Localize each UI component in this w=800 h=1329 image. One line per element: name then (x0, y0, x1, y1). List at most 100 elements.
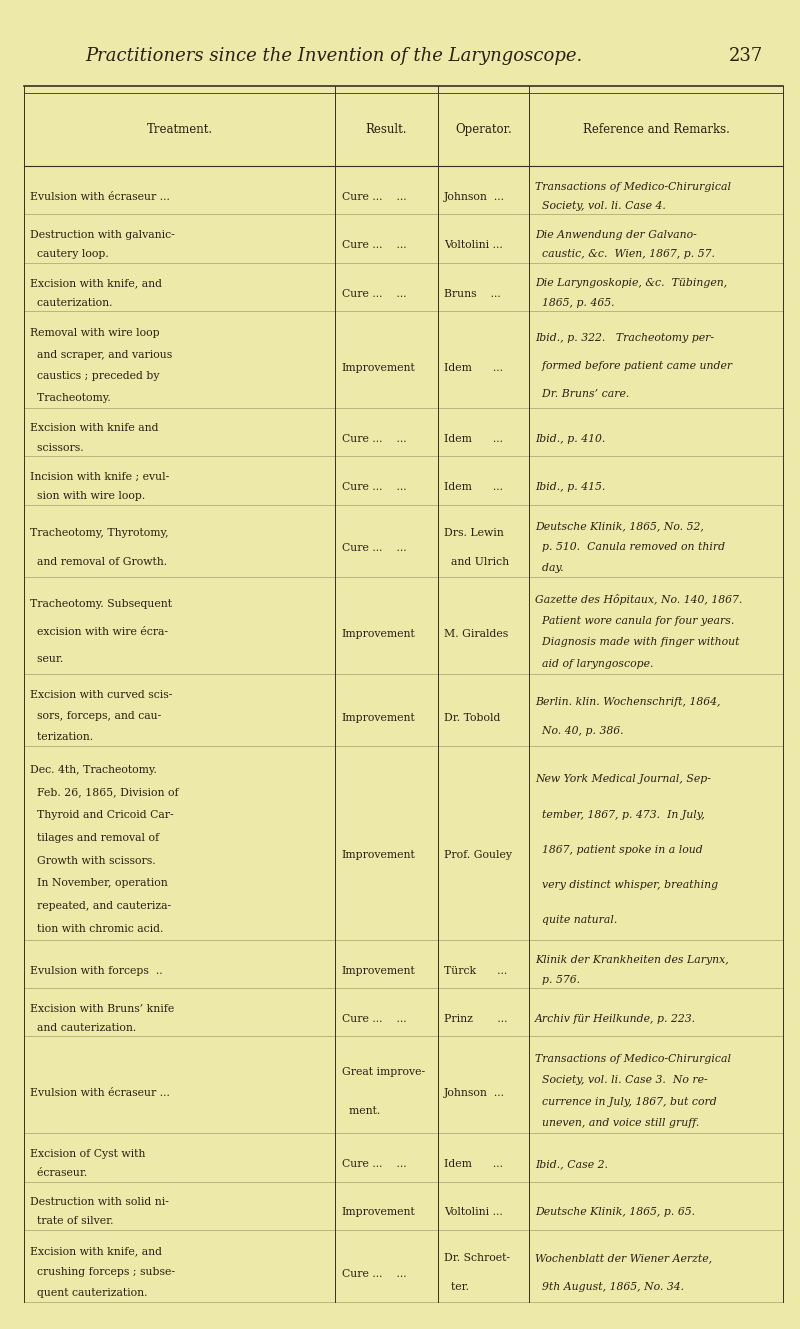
Text: Johnson  ...: Johnson ... (444, 1088, 505, 1098)
Text: Excision with Bruns’ knife: Excision with Bruns’ knife (30, 1003, 174, 1014)
Text: Destruction with solid ni-: Destruction with solid ni- (30, 1197, 169, 1207)
Text: Destruction with galvanic-: Destruction with galvanic- (30, 230, 175, 241)
Text: Die Anwendung der Galvano-: Die Anwendung der Galvano- (535, 230, 697, 241)
Text: No. 40, p. 386.: No. 40, p. 386. (535, 726, 624, 736)
Text: Removal with wire loop: Removal with wire loop (30, 328, 160, 339)
Text: Society, vol. li. Case 4.: Society, vol. li. Case 4. (535, 201, 666, 211)
Text: Tracheotomy, Thyrotomy,: Tracheotomy, Thyrotomy, (30, 528, 169, 538)
Text: crushing forceps ; subse-: crushing forceps ; subse- (30, 1267, 175, 1277)
Text: Improvement: Improvement (342, 966, 415, 975)
Text: Treatment.: Treatment. (146, 124, 213, 136)
Text: Deutsche Klinik, 1865, No. 52,: Deutsche Klinik, 1865, No. 52, (535, 521, 704, 532)
Text: quent cauterization.: quent cauterization. (30, 1288, 148, 1298)
Text: Idem      ...: Idem ... (444, 1159, 503, 1170)
Text: formed before patient came under: formed before patient came under (535, 361, 733, 371)
Text: Operator.: Operator. (455, 124, 512, 136)
Text: Idem      ...: Idem ... (444, 482, 503, 492)
Text: Tracheotomy.: Tracheotomy. (30, 393, 111, 403)
Text: Tracheotomy. Subsequent: Tracheotomy. Subsequent (30, 599, 172, 609)
Text: Diagnosis made with finger without: Diagnosis made with finger without (535, 638, 740, 647)
Text: Evulsion with écraseur ...: Evulsion with écraseur ... (30, 191, 170, 202)
Text: and Ulrich: and Ulrich (444, 557, 510, 566)
Text: tion with chromic acid.: tion with chromic acid. (30, 924, 163, 934)
Text: and scraper, and various: and scraper, and various (30, 350, 173, 360)
Text: Prof. Gouley: Prof. Gouley (444, 849, 512, 860)
Text: Die Laryngoskopie, &c.  Tübingen,: Die Laryngoskopie, &c. Tübingen, (535, 278, 727, 288)
Text: Dr. Bruns’ care.: Dr. Bruns’ care. (535, 388, 630, 399)
Text: Ibid., p. 322.   Tracheotomy per-: Ibid., p. 322. Tracheotomy per- (535, 334, 714, 343)
Text: Improvement: Improvement (342, 629, 415, 639)
Text: Prinz       ...: Prinz ... (444, 1014, 508, 1023)
Text: and removal of Growth.: and removal of Growth. (30, 557, 167, 566)
Text: Ibid., Case 2.: Ibid., Case 2. (535, 1159, 608, 1170)
Text: 237: 237 (730, 47, 763, 65)
Text: Incision with knife ; evul-: Incision with knife ; evul- (30, 472, 170, 481)
Text: 1867, patient spoke in a loud: 1867, patient spoke in a loud (535, 845, 703, 855)
Text: Excision with knife, and: Excision with knife, and (30, 278, 162, 288)
Text: Idem      ...: Idem ... (444, 433, 503, 444)
Text: p. 510.  Canula removed on third: p. 510. Canula removed on third (535, 542, 726, 552)
Text: Growth with scissors.: Growth with scissors. (30, 856, 156, 865)
Text: Improvement: Improvement (342, 363, 415, 372)
Text: Improvement: Improvement (342, 849, 415, 860)
Text: Türck      ...: Türck ... (444, 966, 507, 975)
Text: Society, vol. li. Case 3.  No re-: Society, vol. li. Case 3. No re- (535, 1075, 708, 1086)
Text: ter.: ter. (444, 1282, 469, 1292)
Text: caustic, &c.  Wien, 1867, p. 57.: caustic, &c. Wien, 1867, p. 57. (535, 250, 715, 259)
Text: Johnson  ...: Johnson ... (444, 191, 505, 202)
Text: scissors.: scissors. (30, 443, 84, 453)
Text: cauterization.: cauterization. (30, 298, 113, 307)
Text: In November, operation: In November, operation (30, 878, 168, 888)
Text: Patient wore canula for four years.: Patient wore canula for four years. (535, 615, 734, 626)
Text: Excision with knife, and: Excision with knife, and (30, 1247, 162, 1256)
Text: Cure ...    ...: Cure ... ... (342, 1159, 406, 1170)
Text: excision with wire écra-: excision with wire écra- (30, 627, 168, 637)
Text: tilages and removal of: tilages and removal of (30, 833, 159, 843)
Text: currence in July, 1867, but cord: currence in July, 1867, but cord (535, 1096, 717, 1107)
Text: Excision with curved scis-: Excision with curved scis- (30, 690, 173, 700)
Text: M. Giraldes: M. Giraldes (444, 629, 509, 639)
Text: quite natural.: quite natural. (535, 916, 618, 925)
Text: Bruns    ...: Bruns ... (444, 288, 501, 299)
Text: Reference and Remarks.: Reference and Remarks. (582, 124, 730, 136)
Text: Dec. 4th, Tracheotomy.: Dec. 4th, Tracheotomy. (30, 764, 157, 775)
Text: Idem      ...: Idem ... (444, 363, 503, 372)
Text: Gazette des Hôpitaux, No. 140, 1867.: Gazette des Hôpitaux, No. 140, 1867. (535, 594, 742, 605)
Text: Klinik der Krankheiten des Larynx,: Klinik der Krankheiten des Larynx, (535, 956, 729, 965)
Text: Cure ...    ...: Cure ... ... (342, 1014, 406, 1023)
Text: Drs. Lewin: Drs. Lewin (444, 528, 504, 538)
Text: Ibid., p. 415.: Ibid., p. 415. (535, 482, 606, 492)
Text: Result.: Result. (366, 124, 407, 136)
Text: Berlin. klin. Wochenschrift, 1864,: Berlin. klin. Wochenschrift, 1864, (535, 696, 721, 707)
Text: terization.: terization. (30, 732, 94, 742)
Text: Thyroid and Cricoid Car-: Thyroid and Cricoid Car- (30, 811, 174, 820)
Text: Deutsche Klinik, 1865, p. 65.: Deutsche Klinik, 1865, p. 65. (535, 1207, 695, 1217)
Text: Cure ...    ...: Cure ... ... (342, 1269, 406, 1278)
Text: cautery loop.: cautery loop. (30, 250, 109, 259)
Text: caustics ; preceded by: caustics ; preceded by (30, 371, 160, 381)
Text: Dr. Schroet-: Dr. Schroet- (444, 1253, 510, 1263)
Text: Improvement: Improvement (342, 712, 415, 723)
Text: sors, forceps, and cau-: sors, forceps, and cau- (30, 711, 162, 722)
Text: Evulsion with écraseur ...: Evulsion with écraseur ... (30, 1088, 170, 1098)
Text: repeated, and cauteriza-: repeated, and cauteriza- (30, 901, 171, 912)
Text: trate of silver.: trate of silver. (30, 1216, 114, 1227)
Text: Wochenblatt der Wiener Aerzte,: Wochenblatt der Wiener Aerzte, (535, 1253, 713, 1263)
Text: Cure ...    ...: Cure ... ... (342, 433, 406, 444)
Text: Voltolini ...: Voltolini ... (444, 241, 503, 250)
Text: sion with wire loop.: sion with wire loop. (30, 490, 146, 501)
Text: aid of laryngoscope.: aid of laryngoscope. (535, 659, 654, 668)
Text: Cure ...    ...: Cure ... ... (342, 288, 406, 299)
Text: Voltolini ...: Voltolini ... (444, 1207, 503, 1217)
Text: 1865, p. 465.: 1865, p. 465. (535, 298, 615, 307)
Text: Cure ...    ...: Cure ... ... (342, 191, 406, 202)
Text: Archiv für Heilkunde, p. 223.: Archiv für Heilkunde, p. 223. (535, 1014, 697, 1023)
Text: Improvement: Improvement (342, 1207, 415, 1217)
Text: Transactions of Medico-Chirurgical: Transactions of Medico-Chirurgical (535, 1054, 731, 1063)
Text: Transactions of Medico-Chirurgical: Transactions of Medico-Chirurgical (535, 182, 731, 191)
Text: Cure ...    ...: Cure ... ... (342, 241, 406, 250)
Text: Practitioners since the Invention of the Laryngoscope.: Practitioners since the Invention of the… (86, 47, 582, 65)
Text: tember, 1867, p. 473.  In July,: tember, 1867, p. 473. In July, (535, 809, 705, 820)
Text: Dr. Tobold: Dr. Tobold (444, 712, 501, 723)
Text: New York Medical Journal, Sep-: New York Medical Journal, Sep- (535, 775, 711, 784)
